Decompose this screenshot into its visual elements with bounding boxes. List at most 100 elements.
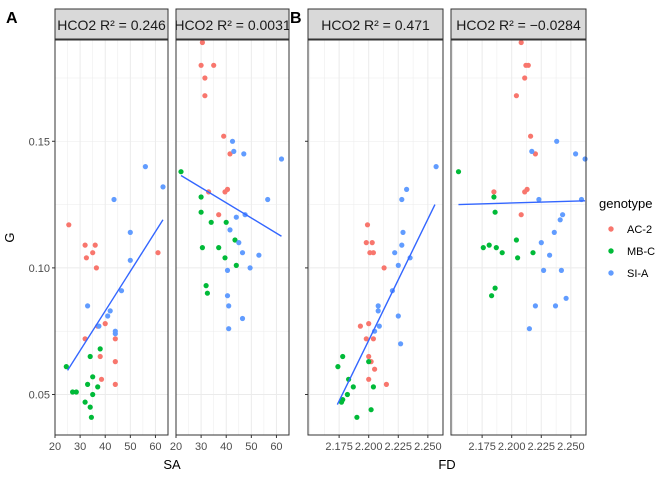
x-tick-label: 2.250 <box>414 441 442 453</box>
x-tick-label: 2.225 <box>385 441 413 453</box>
data-point-si-a <box>563 295 569 301</box>
panel-a-1: HCO2 R² = 0.246 20 30 40 50 60 <box>49 8 169 453</box>
data-point-ac-2 <box>357 323 363 329</box>
facet-strip <box>450 8 587 40</box>
data-point-mb-c <box>82 399 88 405</box>
data-point-ac-2 <box>202 93 208 99</box>
data-point-mb-c <box>492 285 498 291</box>
y-tick-label: 0.10 <box>29 263 50 275</box>
regression-line <box>180 174 282 237</box>
data-point-ac-2 <box>372 366 378 372</box>
x-tick-label: 20 <box>49 441 61 453</box>
data-point-si-a <box>375 303 381 309</box>
data-point-mb-c <box>70 389 76 395</box>
data-point-si-a <box>241 151 247 157</box>
x-axis-title: FD <box>438 457 455 472</box>
data-point-si-a <box>529 148 535 154</box>
data-point-mb-c <box>499 250 505 256</box>
facet-strip-label: HCO2 R² = 0.0031 <box>174 17 291 33</box>
points <box>63 164 166 420</box>
data-point-ac-2 <box>82 242 88 248</box>
data-point-ac-2 <box>97 353 103 360</box>
data-point-mb-c <box>480 245 486 251</box>
y-axis <box>305 140 308 395</box>
facet-strip-clip: HCO2 R² = 0.471 <box>321 17 430 33</box>
facet-strip-label: HCO2 R² = −0.0284 <box>456 17 581 33</box>
data-point-mb-c <box>530 250 536 256</box>
data-point-si-a <box>127 257 133 263</box>
data-point-ac-2 <box>66 222 72 228</box>
data-point-mb-c <box>63 364 69 370</box>
panel-b-2: HCO2 R² = −0.0284 2.175 2.200 2.225 2.250 <box>450 8 588 453</box>
x-axis: 20 30 40 50 60 <box>170 435 283 453</box>
x-tick-label: 30 <box>74 441 86 453</box>
data-point-si-a <box>107 308 113 314</box>
legend-label-ac-2: AC-2 <box>627 224 652 236</box>
y-tick-label: 0.15 <box>29 136 50 148</box>
facet-strip-clip: HCO2 R² = −0.0284 <box>456 17 581 33</box>
data-point-ac-2 <box>83 255 89 261</box>
data-point-si-a <box>233 214 239 220</box>
data-point-mb-c <box>97 346 103 352</box>
y-axis-title: G <box>2 232 17 242</box>
data-point-ac-2 <box>366 376 372 382</box>
data-point-si-a <box>526 326 533 332</box>
x-tick-label: 20 <box>170 441 182 453</box>
facet-strip-clip: HCO2 R² = 0.0031 <box>174 17 291 33</box>
data-point-si-a <box>376 323 382 329</box>
panel-border <box>307 39 444 436</box>
x-tick-label: 40 <box>99 441 111 453</box>
data-point-si-a <box>398 341 404 347</box>
data-point-mb-c <box>340 353 346 360</box>
data-point-ac-2 <box>528 133 534 139</box>
facet-strip-label: HCO2 R² = 0.471 <box>321 17 430 33</box>
panel-border <box>175 39 290 436</box>
data-point-ac-2 <box>102 321 108 327</box>
data-point-si-a <box>375 308 381 314</box>
data-point-mb-c <box>88 414 94 420</box>
data-point-ac-2 <box>98 376 105 382</box>
data-point-si-a <box>573 151 579 157</box>
regression-line <box>458 200 586 206</box>
data-point-ac-2 <box>92 242 98 248</box>
facet-strip-clip: HCO2 R² = 0.246 <box>57 17 166 33</box>
x-axis: 2.175 2.200 2.225 2.250 <box>468 435 585 453</box>
data-point-si-a <box>247 265 253 271</box>
x-axis: 2.175 2.200 2.225 2.250 <box>325 435 442 453</box>
data-point-si-a <box>111 196 117 203</box>
points <box>455 39 588 332</box>
data-point-mb-c <box>216 245 222 251</box>
data-point-si-a <box>226 326 232 332</box>
data-point-mb-c <box>198 209 204 215</box>
facet-strip-label: HCO2 R² = 0.246 <box>57 17 166 33</box>
data-point-mb-c <box>366 359 372 365</box>
data-point-si-a <box>395 313 401 319</box>
data-point-si-a <box>400 229 406 235</box>
panel-tag-a: A <box>6 10 18 27</box>
data-point-mb-c <box>90 374 96 380</box>
data-point-mb-c <box>491 194 497 200</box>
data-point-si-a <box>404 186 410 192</box>
data-point-si-a <box>118 288 125 294</box>
data-point-mb-c <box>87 353 93 360</box>
x-tick-label: 30 <box>195 441 207 453</box>
x-tick-label: 60 <box>270 441 282 453</box>
panel-border <box>54 39 169 436</box>
data-point-si-a <box>256 252 262 258</box>
data-point-si-a <box>399 242 405 248</box>
data-point-ac-2 <box>224 186 231 192</box>
plot-area <box>308 40 443 435</box>
data-point-si-a <box>226 303 232 309</box>
data-point-si-a <box>541 267 547 273</box>
regression-line <box>66 219 164 371</box>
data-point-si-a <box>142 164 148 170</box>
data-point-si-a <box>239 315 246 322</box>
data-point-mb-c <box>338 399 345 405</box>
data-point-si-a <box>536 196 542 203</box>
facet-strip <box>307 8 444 40</box>
x-tick-label: 50 <box>245 441 257 453</box>
data-point-si-a <box>96 323 102 329</box>
data-point-mb-c <box>208 219 214 225</box>
